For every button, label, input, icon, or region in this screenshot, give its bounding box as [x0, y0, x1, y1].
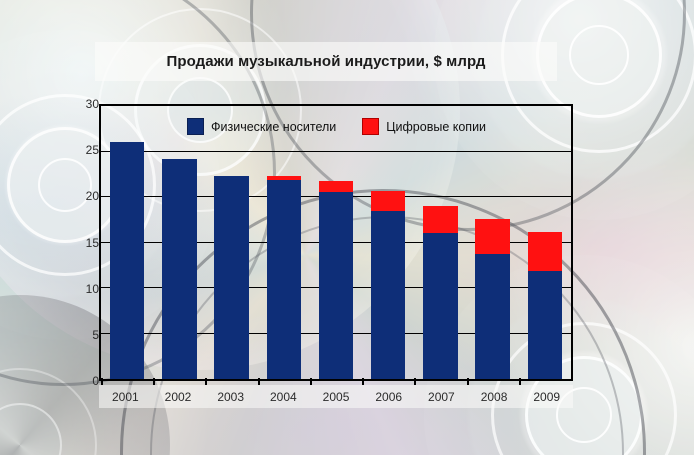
bar-segment-physical[interactable] [318, 191, 354, 379]
x-axis-tick-label: 2004 [270, 389, 297, 404]
bar-slot-2007[interactable] [414, 106, 466, 385]
legend-swatch-digital-icon [362, 118, 380, 135]
legend-swatch-physical-icon [187, 118, 204, 135]
bar-stack[interactable] [109, 106, 145, 379]
y-axis-tick-label: 0 [92, 374, 99, 388]
bar-series-container [101, 106, 571, 385]
bar-segment-digital[interactable] [475, 218, 510, 255]
bar-segment-physical[interactable] [423, 232, 458, 379]
x-axis-tick-label: 2008 [480, 389, 508, 404]
bar-segment-physical[interactable] [162, 158, 197, 379]
legend-label-digital: Цифровые копии [386, 119, 487, 134]
bar-stack[interactable] [475, 106, 510, 379]
bar-slot-2006[interactable] [362, 106, 414, 385]
bar-stack[interactable] [318, 106, 354, 379]
bar-stack[interactable] [423, 106, 458, 379]
bar-slot-2008[interactable] [466, 106, 519, 385]
bar-segment-physical[interactable] [370, 210, 406, 379]
y-axis-tick-label: 15 [85, 235, 99, 250]
bar-segment-physical[interactable] [109, 141, 145, 379]
chart-title-band: Продажи музыкальной индустрии, $ млрд [95, 42, 557, 81]
x-axis-tick [205, 378, 208, 385]
x-axis-tick [518, 378, 521, 385]
legend-item-digital: Цифровые копии [362, 118, 486, 135]
plot-area: Физические носители Цифровые копии [99, 104, 573, 385]
bar-slot-2002[interactable] [153, 106, 205, 385]
y-axis-tick-label: 20 [85, 189, 99, 204]
page-title: Продажи музыкальной индустрии, $ млрд [166, 53, 486, 70]
gridline [101, 105, 571, 106]
bar-stack[interactable] [527, 106, 563, 379]
chart-legend: Физические носители Цифровые копии [187, 118, 486, 135]
bar-segment-physical[interactable] [214, 176, 249, 379]
x-axis-tick-label: 2002 [164, 389, 192, 404]
bar-segment-digital[interactable] [370, 190, 406, 211]
y-axis-tick-label: 10 [85, 281, 99, 296]
y-axis-labels: 0 5 10 15 20 25 30 [70, 96, 99, 388]
x-axis-tick-label: 2007 [428, 389, 455, 404]
bar-segment-physical[interactable] [475, 254, 510, 379]
bar-slot-2004[interactable] [257, 106, 310, 385]
bar-slot-2003[interactable] [205, 106, 257, 385]
x-axis-tick [414, 378, 417, 385]
x-axis-tick-label: 2009 [533, 389, 561, 404]
gridline [101, 150, 571, 152]
legend-item-physical: Физические носители [187, 118, 336, 135]
x-axis-tick [309, 378, 312, 385]
bar-segment-digital[interactable] [266, 176, 301, 180]
x-axis-tick [257, 378, 260, 385]
x-axis-tick [101, 378, 103, 385]
x-axis-labels: 2001 2002 2003 2004 2005 2006 2007 2008 2009 [99, 385, 573, 408]
bar-segment-digital[interactable] [318, 180, 354, 192]
bar-stack[interactable] [266, 106, 301, 379]
bar-slot-2001[interactable] [101, 106, 153, 385]
bar-stack[interactable] [214, 106, 249, 379]
x-axis-tick-label: 2006 [375, 389, 403, 404]
bar-segment-physical[interactable] [527, 270, 563, 379]
x-axis-tick [362, 378, 365, 385]
y-axis-tick-label: 5 [92, 327, 99, 342]
x-axis-tick [466, 378, 469, 385]
bar-segment-digital[interactable] [423, 206, 458, 233]
x-axis-tick [153, 378, 156, 385]
bar-slot-2009[interactable] [518, 106, 571, 385]
y-axis-tick-label: 25 [85, 143, 99, 158]
stacked-bar-chart: 0 5 10 15 20 25 30 Физические носители Цифровы… [70, 96, 575, 408]
bar-segment-digital[interactable] [527, 231, 563, 271]
x-axis-tick-label: 2005 [322, 389, 350, 404]
x-axis-tick-label: 2003 [217, 389, 245, 404]
bar-stack[interactable] [162, 106, 197, 379]
y-axis-tick-label: 30 [85, 97, 99, 111]
bar-segment-physical[interactable] [266, 179, 301, 379]
legend-label-physical: Физические носители [211, 119, 337, 134]
bar-slot-2005[interactable] [309, 106, 362, 385]
x-axis-tick-label: 2001 [111, 389, 139, 404]
bar-stack[interactable] [370, 106, 406, 379]
